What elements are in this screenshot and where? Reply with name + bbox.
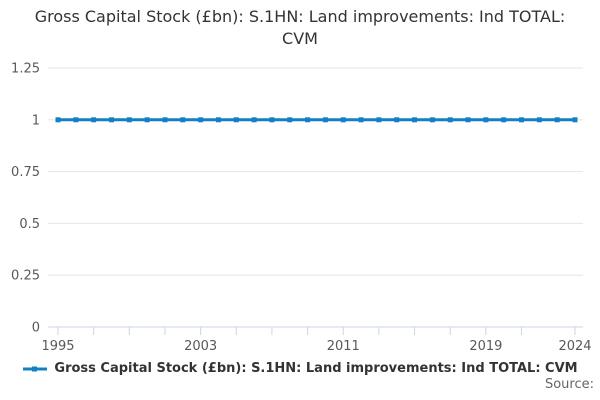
y-tick-label: 0 (32, 321, 40, 336)
legend-label: Gross Capital Stock (£bn): S.1HN: Land i… (54, 361, 578, 376)
data-point-marker[interactable] (465, 117, 471, 123)
chart-legend[interactable]: Gross Capital Stock (£bn): S.1HN: Land i… (0, 361, 600, 376)
x-tick-label: 2011 (327, 339, 360, 354)
data-point-marker[interactable] (572, 117, 578, 123)
source-label: Source: (544, 377, 594, 392)
data-point-marker[interactable] (73, 117, 79, 123)
data-point-marker[interactable] (376, 117, 382, 123)
data-point-marker[interactable] (305, 117, 311, 123)
y-tick-label: 0.75 (11, 165, 40, 180)
x-tick-label: 2019 (469, 339, 502, 354)
data-point-marker[interactable] (287, 117, 293, 123)
data-point-marker[interactable] (501, 117, 507, 123)
data-point-marker[interactable] (180, 117, 186, 123)
data-point-marker[interactable] (554, 117, 560, 123)
data-point-marker[interactable] (126, 117, 132, 123)
data-point-marker[interactable] (483, 117, 489, 123)
data-point-marker[interactable] (162, 117, 168, 123)
legend-marker-icon (32, 366, 38, 371)
legend-line-swatch (23, 366, 48, 371)
data-point-marker[interactable] (340, 117, 346, 123)
data-point-marker[interactable] (55, 117, 61, 123)
x-tick-label: 2003 (184, 339, 217, 354)
data-point-marker[interactable] (91, 117, 97, 123)
chart-title-text: Gross Capital Stock (£bn): S.1HN: Land i… (34, 7, 566, 48)
y-tick-label: 0.5 (19, 217, 40, 232)
data-point-marker[interactable] (358, 117, 364, 123)
y-tick-label: 1 (32, 113, 40, 128)
data-point-marker[interactable] (447, 117, 453, 123)
data-point-marker[interactable] (144, 117, 150, 123)
data-point-marker[interactable] (198, 117, 204, 123)
y-tick-label: 1.25 (11, 62, 40, 77)
data-point-marker[interactable] (108, 117, 114, 123)
data-point-marker[interactable] (269, 117, 275, 123)
x-tick-label: 2024 (558, 339, 591, 354)
y-tick-label: 0.25 (11, 269, 40, 284)
data-point-marker[interactable] (251, 117, 257, 123)
chart-title: Gross Capital Stock (£bn): S.1HN: Land i… (0, 6, 600, 50)
data-point-marker[interactable] (519, 117, 525, 123)
data-point-marker[interactable] (233, 117, 239, 123)
x-tick-label: 1995 (41, 339, 74, 354)
data-point-marker[interactable] (429, 117, 435, 123)
data-point-marker[interactable] (394, 117, 400, 123)
data-point-marker[interactable] (322, 117, 328, 123)
data-point-marker[interactable] (536, 117, 542, 123)
data-point-marker[interactable] (412, 117, 418, 123)
data-point-marker[interactable] (215, 117, 221, 123)
